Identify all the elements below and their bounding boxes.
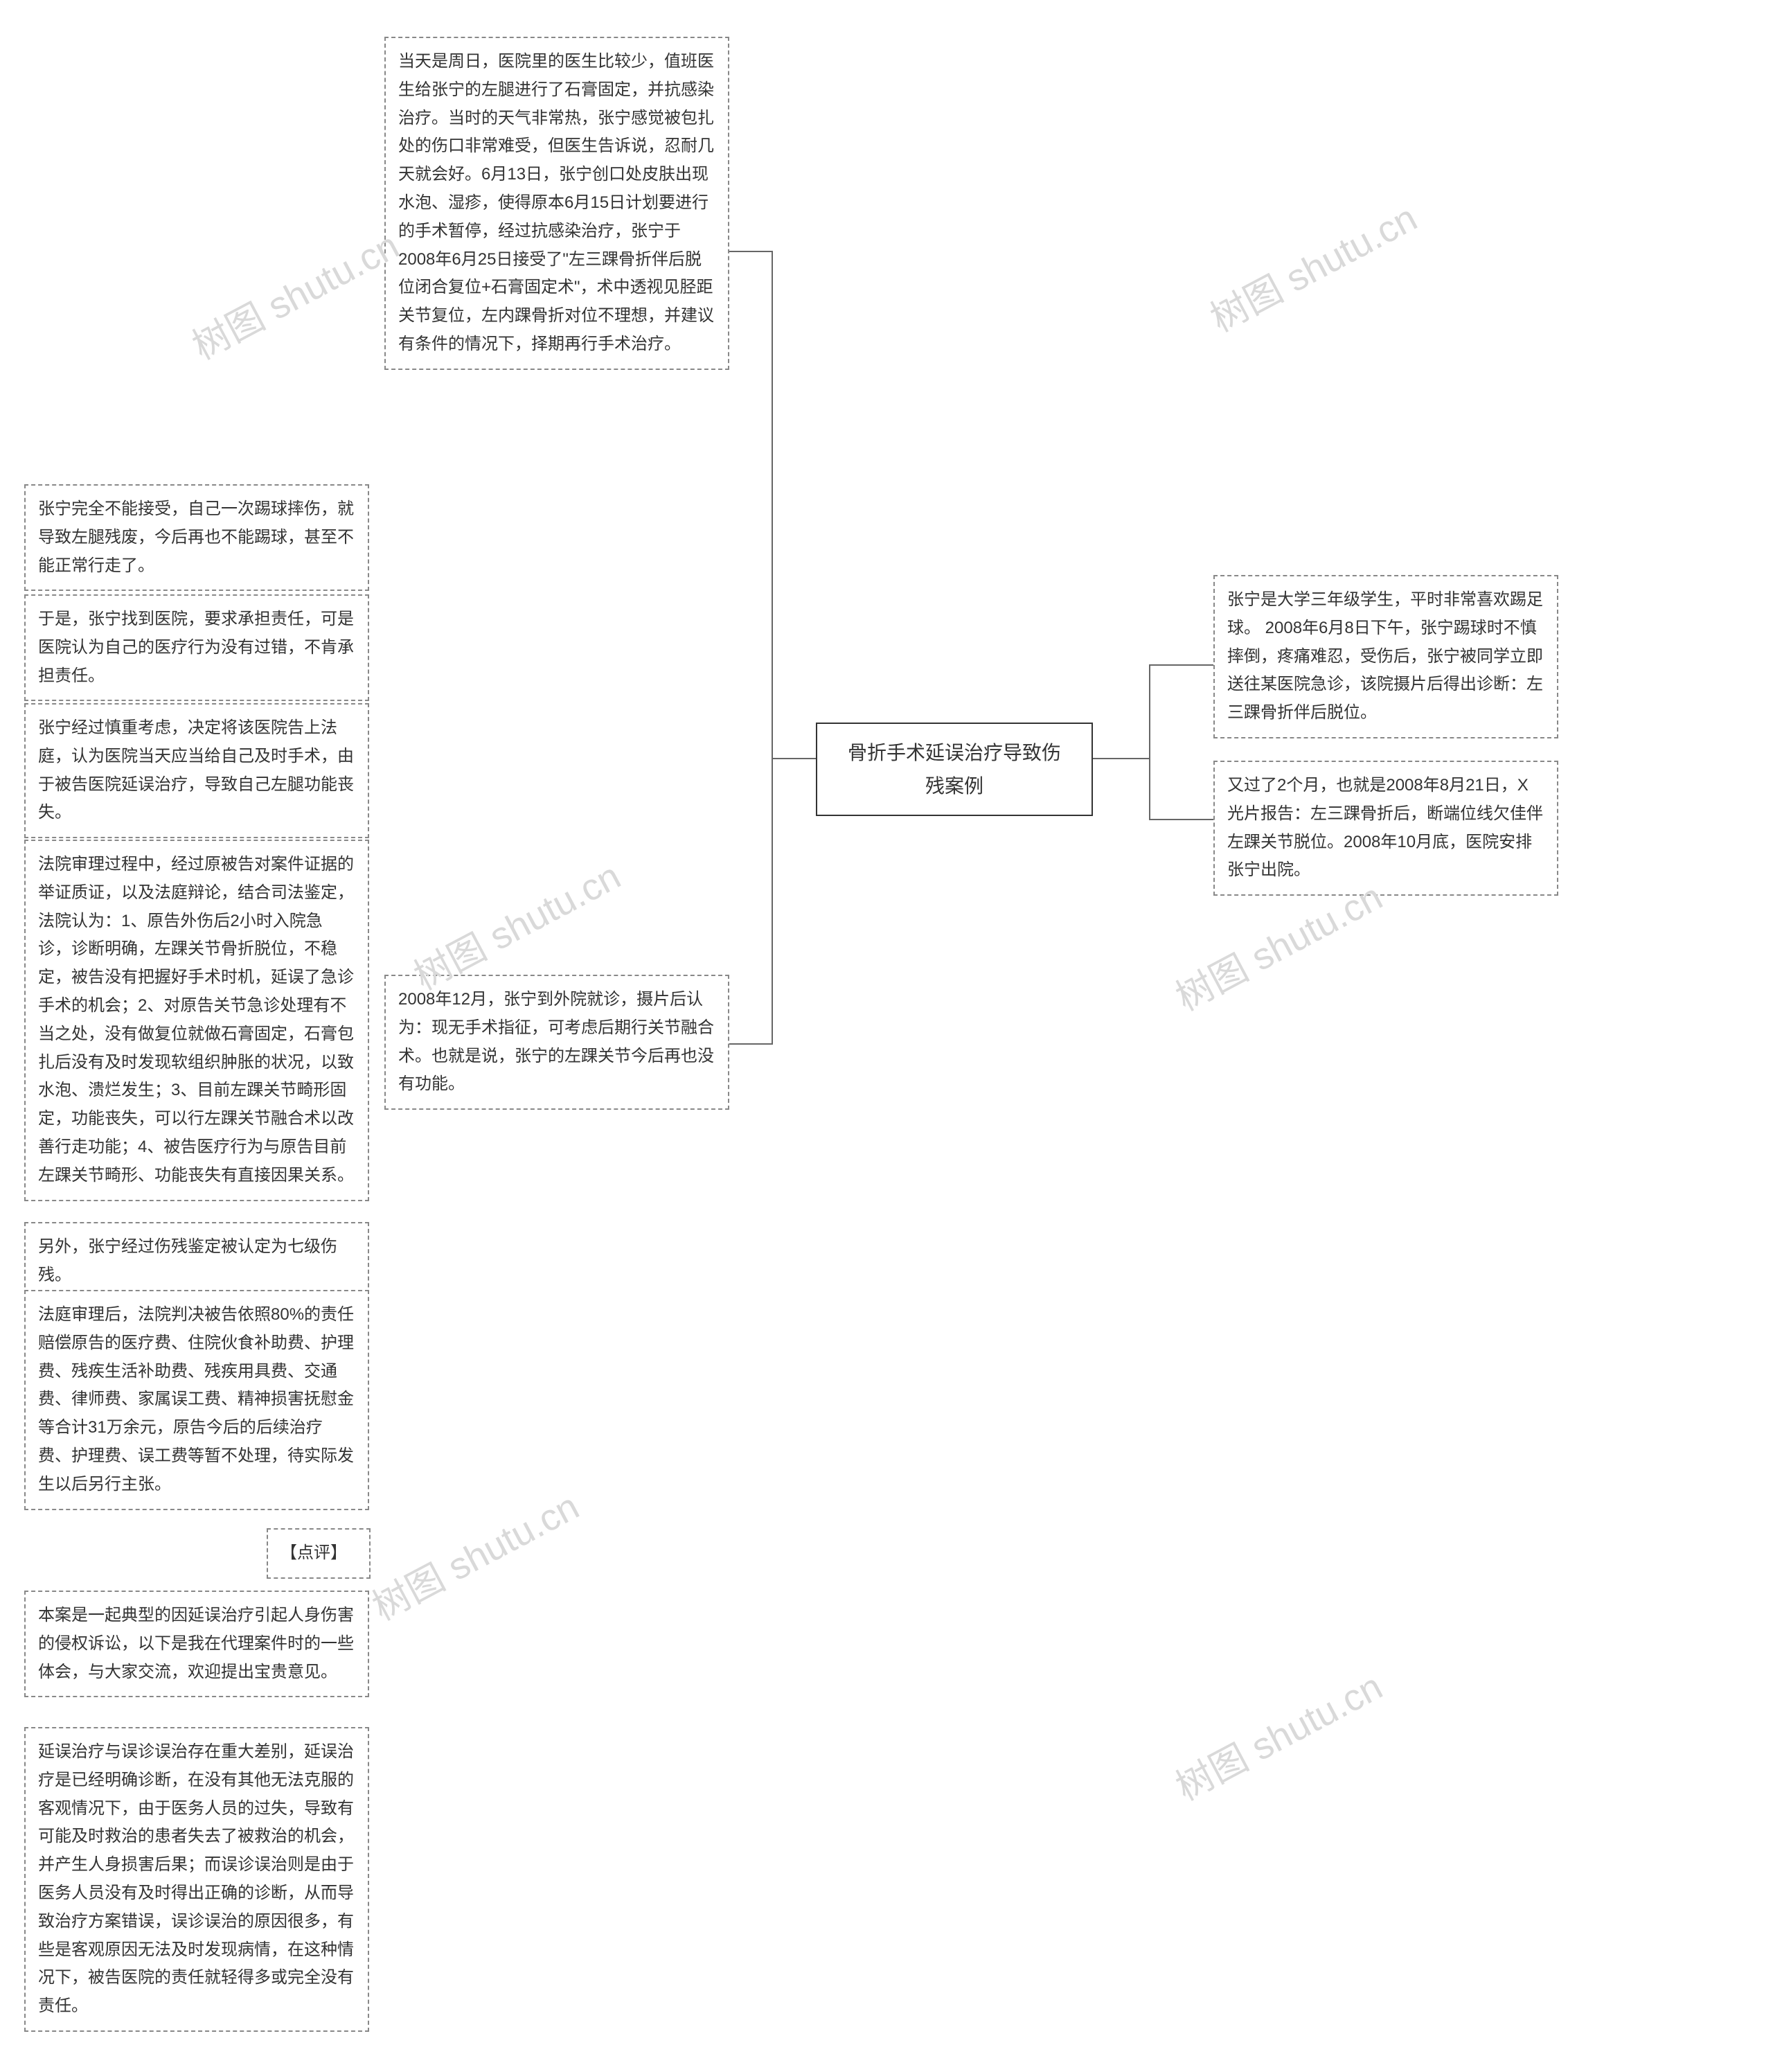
right-node-0: 张宁是大学三年级学生，平时非常喜欢踢足球。 2008年6月8日下午，张宁踢球时不… (1213, 575, 1558, 738)
left-node-2-text: 张宁经过慎重考虑，决定将该医院告上法庭，认为医院当天应当给自己及时手术，由于被告… (38, 718, 354, 822)
left-node-8: 延误治疗与误诊误治存在重大差别，延误治疗是已经明确诊断，在没有其他无法克服的客观… (24, 1727, 369, 2032)
center-title: 骨折手术延误治疗导致伤残案例 (848, 742, 1061, 797)
watermark-1: 树图 shutu.cn (1199, 188, 1425, 342)
left-node-0-text: 张宁完全不能接受，自己一次踢球摔伤，就导致左腿残废，今后再也不能踢球，甚至不能正… (38, 499, 354, 575)
watermark-5: 树图 shutu.cn (1164, 1656, 1390, 1811)
left-node-7: 本案是一起典型的因延误治疗引起人身伤害的侵权诉讼，以下是我在代理案件时的一些体会… (24, 1591, 369, 1697)
middle-node-1-text: 2008年12月，张宁到外院就诊，摄片后认为：现无手术指征，可考虑后期行关节融合… (398, 990, 714, 1093)
watermark-0: 树图 shutu.cn (181, 215, 407, 370)
left-node-1: 于是，张宁找到医院，要求承担责任，可是医院认为自己的医疗行为没有过错，不肯承担责… (24, 594, 369, 701)
center-node: 骨折手术延误治疗导致伤残案例 (816, 723, 1093, 816)
middle-node-0-text: 当天是周日，医院里的医生比较少，值班医生给张宁的左腿进行了石膏固定，并抗感染治疗… (398, 52, 714, 353)
watermark-4: 树图 shutu.cn (361, 1476, 587, 1631)
left-node-1-text: 于是，张宁找到医院，要求承担责任，可是医院认为自己的医疗行为没有过错，不肯承担责… (38, 610, 354, 685)
left-node-5: 法庭审理后，法院判决被告依照80%的责任赔偿原告的医疗费、住院伙食补助费、护理费… (24, 1290, 369, 1510)
left-node-4-text: 另外，张宁经过伤残鉴定被认定为七级伤残。 (38, 1237, 337, 1284)
left-node-4: 另外，张宁经过伤残鉴定被认定为七级伤残。 (24, 1222, 369, 1301)
left-node-7-text: 本案是一起典型的因延误治疗引起人身伤害的侵权诉讼，以下是我在代理案件时的一些体会… (38, 1606, 354, 1681)
right-node-1-text: 又过了2个月，也就是2008年8月21日，X光片报告：左三踝骨折后，断端位线欠佳… (1227, 776, 1543, 879)
left-node-6: 【点评】 (267, 1528, 371, 1579)
left-node-3-text: 法院审理过程中，经过原被告对案件证据的举证质证，以及法庭辩论，结合司法鉴定，法院… (38, 855, 354, 1185)
right-node-1: 又过了2个月，也就是2008年8月21日，X光片报告：左三踝骨折后，断端位线欠佳… (1213, 761, 1558, 896)
left-node-6-text: 【点评】 (280, 1543, 347, 1562)
right-node-0-text: 张宁是大学三年级学生，平时非常喜欢踢足球。 2008年6月8日下午，张宁踢球时不… (1227, 590, 1543, 722)
left-node-5-text: 法庭审理后，法院判决被告依照80%的责任赔偿原告的医疗费、住院伙食补助费、护理费… (38, 1305, 354, 1494)
middle-node-1: 2008年12月，张宁到外院就诊，摄片后认为：现无手术指征，可考虑后期行关节融合… (384, 975, 729, 1110)
middle-node-0: 当天是周日，医院里的医生比较少，值班医生给张宁的左腿进行了石膏固定，并抗感染治疗… (384, 37, 729, 370)
left-node-0: 张宁完全不能接受，自己一次踢球摔伤，就导致左腿残废，今后再也不能踢球，甚至不能正… (24, 484, 369, 591)
left-node-3: 法院审理过程中，经过原被告对案件证据的举证质证，以及法庭辩论，结合司法鉴定，法院… (24, 840, 369, 1201)
left-node-2: 张宁经过慎重考虑，决定将该医院告上法庭，认为医院当天应当给自己及时手术，由于被告… (24, 703, 369, 838)
left-node-8-text: 延误治疗与误诊误治存在重大差别，延误治疗是已经明确诊断，在没有其他无法克服的客观… (38, 1742, 354, 2015)
